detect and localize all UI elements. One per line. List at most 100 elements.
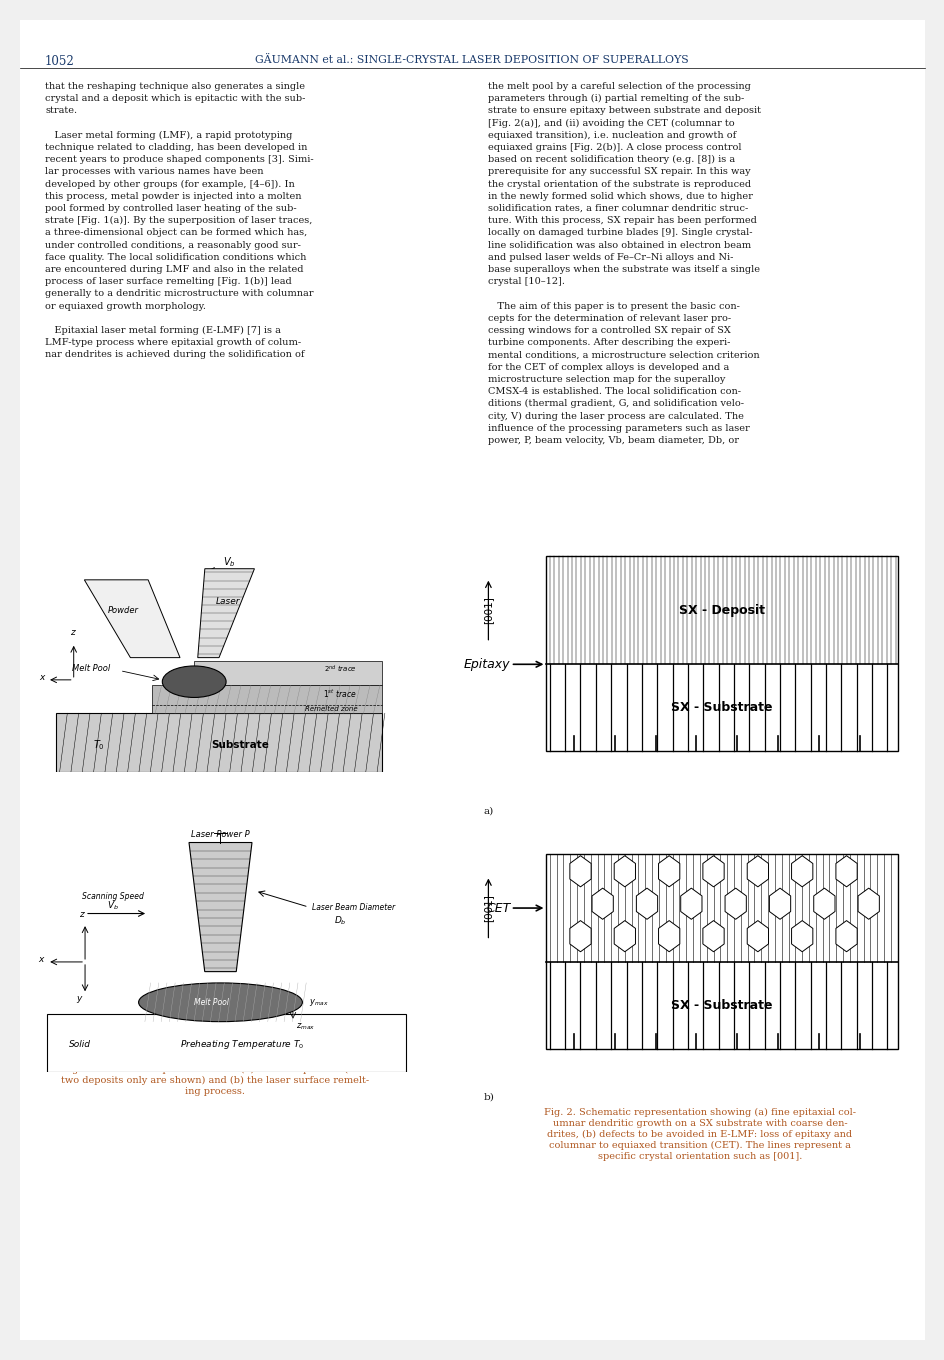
Text: $D_b$: $D_b$	[333, 914, 346, 926]
Text: Laser Power P: Laser Power P	[191, 830, 249, 839]
Text: cepts for the determination of relevant laser pro-: cepts for the determination of relevant …	[487, 314, 731, 322]
Text: or equiaxed growth morphology.: or equiaxed growth morphology.	[45, 302, 206, 310]
Text: Substrate: Substrate	[211, 740, 269, 749]
Text: pool formed by controlled laser heating of the sub-: pool formed by controlled laser heating …	[45, 204, 296, 214]
Text: developed by other groups (for example, [4–6]). In: developed by other groups (for example, …	[45, 180, 295, 189]
Bar	[194, 661, 381, 685]
Text: strate.: strate.	[45, 106, 77, 116]
Text: influence of the processing parameters such as laser: influence of the processing parameters s…	[487, 423, 749, 432]
Text: [001]: [001]	[483, 894, 493, 922]
Text: $2^{nd}$ trace: $2^{nd}$ trace	[324, 664, 357, 675]
Text: a): a)	[483, 806, 494, 816]
Text: crystal and a deposit which is epitactic with the sub-: crystal and a deposit which is epitactic…	[45, 94, 305, 103]
Text: $T_0$: $T_0$	[93, 737, 105, 752]
Text: face quality. The local solidification conditions which: face quality. The local solidification c…	[45, 253, 306, 261]
Text: Solid: Solid	[69, 1040, 92, 1050]
Text: strate [Fig. 1(a)]. By the superposition of laser traces,: strate [Fig. 1(a)]. By the superposition…	[45, 216, 312, 226]
Text: umnar dendritic growth on a SX substrate with coarse den-: umnar dendritic growth on a SX substrate…	[552, 1119, 847, 1127]
Text: locally on damaged turbine blades [9]. Single crystal-: locally on damaged turbine blades [9]. S…	[487, 228, 751, 238]
Text: a three-dimensional object can be formed which has,: a three-dimensional object can be formed…	[45, 228, 307, 238]
Text: ture. With this process, SX repair has been performed: ture. With this process, SX repair has b…	[487, 216, 756, 226]
Text: city, V) during the laser process are calculated. The: city, V) during the laser process are ca…	[487, 411, 743, 420]
Text: recent years to produce shaped components [3]. Simi-: recent years to produce shaped component…	[45, 155, 313, 165]
Text: ing process.: ing process.	[185, 1087, 244, 1096]
Text: Laser Beam Diameter: Laser Beam Diameter	[312, 903, 395, 913]
Text: Laser: Laser	[215, 597, 240, 607]
Text: that the reshaping technique also generates a single: that the reshaping technique also genera…	[45, 82, 305, 91]
Bar	[56, 713, 381, 772]
Text: base superalloys when the substrate was itself a single: base superalloys when the substrate was …	[487, 265, 759, 273]
Text: 1052: 1052	[45, 54, 75, 68]
Ellipse shape	[139, 983, 302, 1021]
Text: two deposits only are shown) and (b) the laser surface remelt-: two deposits only are shown) and (b) the…	[60, 1076, 369, 1085]
Text: drites, (b) defects to be avoided in E-LMF: loss of epitaxy and: drites, (b) defects to be avoided in E-L…	[547, 1130, 851, 1140]
Text: b): b)	[483, 1093, 495, 1102]
Text: x: x	[38, 955, 43, 964]
Text: crystal [10–12].: crystal [10–12].	[487, 277, 565, 286]
Text: (a): (a)	[211, 748, 225, 758]
Text: based on recent solidification theory (e.g. [8]) is a: based on recent solidification theory (e…	[487, 155, 734, 165]
Text: [001]: [001]	[483, 596, 493, 624]
Text: y: y	[76, 994, 81, 1002]
Text: z: z	[70, 628, 75, 636]
Text: technique related to cladding, has been developed in: technique related to cladding, has been …	[45, 143, 307, 152]
Bar	[47, 1013, 406, 1072]
Text: $V_b$: $V_b$	[108, 900, 119, 913]
Text: turbine components. After describing the experi-: turbine components. After describing the…	[487, 339, 730, 347]
Text: nar dendrites is achieved during the solidification of: nar dendrites is achieved during the sol…	[45, 351, 304, 359]
Bar	[546, 854, 897, 1049]
Text: GÄUMANN et al.: SINGLE-CRYSTAL LASER DEPOSITION OF SUPERALLOYS: GÄUMANN et al.: SINGLE-CRYSTAL LASER DEP…	[255, 54, 688, 65]
Text: $V_b$: $V_b$	[223, 555, 236, 568]
Text: process of laser surface remelting [Fig. 1(b)] lead: process of laser surface remelting [Fig.…	[45, 277, 292, 287]
Ellipse shape	[162, 666, 226, 698]
Text: (b): (b)	[93, 1042, 108, 1051]
Bar	[546, 556, 897, 751]
Polygon shape	[189, 842, 252, 971]
Text: for the CET of complex alloys is developed and a: for the CET of complex alloys is develop…	[487, 363, 729, 371]
Text: Melt Pool: Melt Pool	[73, 664, 110, 673]
Text: Remelted zone: Remelted zone	[304, 706, 357, 713]
Text: Laser metal forming (LMF), a rapid prototyping: Laser metal forming (LMF), a rapid proto…	[45, 131, 292, 140]
Text: SX - Substrate: SX - Substrate	[670, 998, 772, 1012]
Text: power, P, beam velocity, Vb, beam diameter, Db, or: power, P, beam velocity, Vb, beam diamet…	[487, 435, 738, 445]
Text: SX - Substrate: SX - Substrate	[670, 700, 772, 714]
Text: equiaxed grains [Fig. 2(b)]. A close process control: equiaxed grains [Fig. 2(b)]. A close pro…	[487, 143, 741, 152]
Text: CMSX-4 is established. The local solidification con-: CMSX-4 is established. The local solidif…	[487, 388, 740, 396]
Text: SX - Deposit: SX - Deposit	[679, 604, 765, 616]
Text: LMF-type process where epitaxial growth of colum-: LMF-type process where epitaxial growth …	[45, 339, 301, 347]
Text: Fig. 1. Schematic representation of (a) the LMF process (first: Fig. 1. Schematic representation of (a) …	[61, 1065, 368, 1074]
Text: cessing windows for a controlled SX repair of SX: cessing windows for a controlled SX repa…	[487, 326, 730, 335]
Text: Preheating Temperature $T_0$: Preheating Temperature $T_0$	[180, 1039, 305, 1051]
Text: x: x	[39, 673, 44, 681]
Text: generally to a dendritic microstructure with columnar: generally to a dendritic microstructure …	[45, 290, 313, 298]
Text: parameters through (i) partial remelting of the sub-: parameters through (i) partial remelting…	[487, 94, 744, 103]
Text: specific crystal orientation such as [001].: specific crystal orientation such as [00…	[598, 1152, 801, 1161]
Text: under controlled conditions, a reasonably good sur-: under controlled conditions, a reasonabl…	[45, 241, 300, 250]
Text: CET: CET	[486, 902, 510, 914]
Text: Powder: Powder	[108, 607, 139, 615]
Text: Epitaxy: Epitaxy	[464, 658, 510, 670]
Text: lar processes with various names have been: lar processes with various names have be…	[45, 167, 263, 177]
Text: line solidification was also obtained in electron beam: line solidification was also obtained in…	[487, 241, 750, 250]
Text: this process, metal powder is injected into a molten: this process, metal powder is injected i…	[45, 192, 301, 201]
Text: microstructure selection map for the superalloy: microstructure selection map for the sup…	[487, 375, 725, 384]
Text: Fig. 2. Schematic representation showing (a) fine epitaxial col-: Fig. 2. Schematic representation showing…	[544, 1108, 855, 1117]
Polygon shape	[84, 579, 179, 658]
Text: Scanning Speed: Scanning Speed	[82, 892, 144, 900]
Text: prerequisite for any successful SX repair. In this way: prerequisite for any successful SX repai…	[487, 167, 750, 177]
Text: z: z	[79, 910, 84, 919]
Text: columnar to equiaxed transition (CET). The lines represent a: columnar to equiaxed transition (CET). T…	[548, 1141, 850, 1151]
Polygon shape	[197, 568, 254, 658]
Text: and pulsed laser welds of Fe–Cr–Ni alloys and Ni-: and pulsed laser welds of Fe–Cr–Ni alloy…	[487, 253, 733, 261]
Text: the melt pool by a careful selection of the processing: the melt pool by a careful selection of …	[487, 82, 750, 91]
Text: strate to ensure epitaxy between substrate and deposit: strate to ensure epitaxy between substra…	[487, 106, 760, 116]
Text: solidification rates, a finer columnar dendritic struc-: solidification rates, a finer columnar d…	[487, 204, 748, 214]
Text: are encountered during LMF and also in the related: are encountered during LMF and also in t…	[45, 265, 303, 273]
Text: The aim of this paper is to present the basic con-: The aim of this paper is to present the …	[487, 302, 739, 310]
Text: $1^{st}$ trace: $1^{st}$ trace	[323, 688, 357, 700]
Text: the crystal orientation of the substrate is reproduced: the crystal orientation of the substrate…	[487, 180, 750, 189]
Text: mental conditions, a microstructure selection criterion: mental conditions, a microstructure sele…	[487, 351, 759, 359]
Text: $z_{max}$: $z_{max}$	[295, 1021, 315, 1032]
Text: ditions (thermal gradient, G, and solidification velo-: ditions (thermal gradient, G, and solidi…	[487, 400, 743, 408]
Text: in the newly formed solid which shows, due to higher: in the newly formed solid which shows, d…	[487, 192, 752, 201]
